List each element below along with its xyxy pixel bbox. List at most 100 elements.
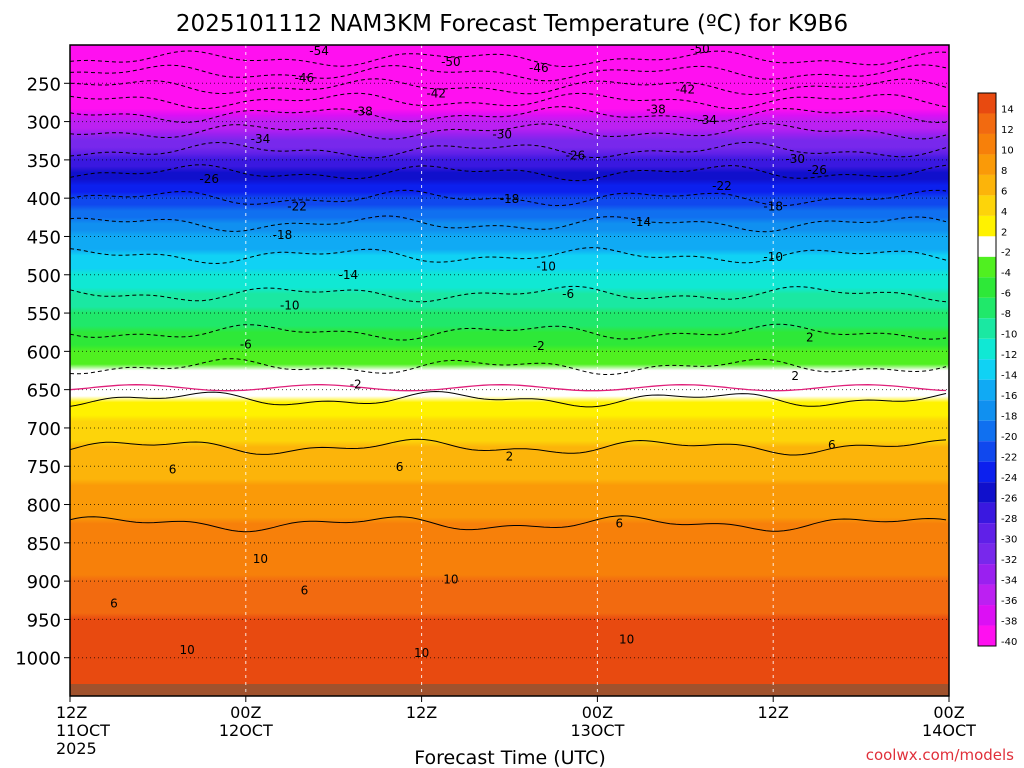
grid-lines	[70, 45, 949, 696]
contour-label: -22	[287, 200, 307, 214]
contour-line	[70, 92, 947, 110]
y-tick-label: 350	[27, 151, 61, 172]
contour-label: 10	[414, 646, 429, 660]
colorbar-label: -34	[1001, 575, 1017, 586]
y-tick-label: 400	[27, 189, 61, 210]
x-tick-label-top: 12Z	[406, 703, 437, 722]
contour-line	[70, 78, 947, 96]
contour-label: -46	[529, 61, 549, 75]
contour-line	[70, 323, 947, 341]
colorbar-swatch	[978, 482, 996, 503]
y-tick-label: 900	[27, 572, 61, 593]
colorbar-label: 12	[1001, 125, 1014, 136]
contour-label: 2	[506, 449, 514, 463]
contour-label: -2	[350, 377, 362, 391]
contour-lines	[70, 50, 947, 533]
temperature-field	[70, 45, 949, 696]
contour-label: 6	[301, 583, 309, 597]
colorbar-swatch	[978, 195, 996, 216]
colorbar-swatch	[978, 441, 996, 462]
contour-line	[70, 215, 947, 233]
colorbar: 14 12 10 8 6 4 2 -2 -4 -6 -8 -10 -12 -14 -16 -18 -20 -22 -…	[977, 92, 1017, 648]
contour-labels: -54-50-50-46-46-42 -42-38 -38-34-34-30-30-…	[110, 44, 835, 660]
colorbar-swatch	[978, 543, 996, 565]
colorbar-swatch	[978, 154, 996, 175]
colorbar-label: -16	[1001, 391, 1017, 402]
contour-label: -42	[675, 82, 695, 96]
colorbar-label: -18	[1001, 412, 1017, 423]
contour-label: 10	[180, 643, 195, 657]
contour-line	[70, 247, 947, 265]
contour-label: -14	[632, 215, 652, 229]
contour-line	[70, 106, 947, 124]
colorbar-label: -20	[1001, 432, 1017, 443]
colorbar-label: 6	[1001, 186, 1007, 197]
colorbar-swatch	[978, 133, 996, 155]
colorbar-label: -2	[1001, 248, 1011, 259]
contour-label: -42	[426, 86, 446, 100]
x-tick-label-top: 12Z	[56, 703, 87, 722]
colorbar-swatch	[978, 461, 996, 483]
y-tick-label: 950	[27, 610, 61, 631]
x-tick-label-middle: 14OCT	[922, 721, 976, 740]
contour-label: -30	[492, 128, 512, 142]
y-tick-label: 1000	[15, 649, 61, 670]
colorbar-label: -28	[1001, 514, 1017, 525]
contour-line	[70, 358, 947, 375]
x-tick-label-top: 00Z	[230, 703, 261, 722]
chart-title: 2025101112 NAM3KM Forecast Temperature (…	[176, 11, 848, 37]
y-tick-label: 650	[27, 381, 61, 402]
contour-label: -10	[536, 259, 556, 273]
plot-area: -54-50-50-46-46-42 -42-38 -38-34-34-30-30-…	[70, 44, 949, 696]
y-tick-label: 250	[27, 74, 61, 95]
colorbar-swatch	[978, 338, 996, 360]
colorbar-label: -30	[1001, 534, 1017, 545]
contour-label: -6	[562, 287, 574, 301]
contour-label: 10	[619, 632, 634, 646]
colorbar-label: -6	[1001, 289, 1011, 300]
contour-label: -26	[566, 148, 586, 162]
x-tick-label-bottom: 2025	[56, 739, 97, 758]
contour-label: -34	[697, 113, 717, 127]
colorbar-label: -8	[1001, 309, 1011, 320]
contour-label: -34	[251, 132, 271, 146]
contour-line	[70, 390, 947, 408]
colorbar-label: -24	[1001, 473, 1017, 484]
contour-label: -54	[309, 44, 329, 58]
y-tick-label: 600	[27, 342, 61, 363]
colorbar-label: -4	[1001, 268, 1011, 279]
colorbar-swatch	[978, 523, 996, 544]
contour-line	[70, 189, 947, 207]
contour-label: 6	[169, 462, 177, 476]
contour-line	[70, 141, 947, 159]
y-tick-label: 300	[27, 113, 61, 134]
colorbar-frame	[977, 92, 997, 647]
colorbar-swatch	[978, 420, 996, 442]
colorbar-label: 10	[1001, 145, 1014, 156]
x-tick-label-middle: 12OCT	[219, 721, 273, 740]
colorbar-swatch	[978, 113, 996, 134]
colorbar-label: -12	[1001, 350, 1017, 361]
colorbar-swatch	[978, 277, 996, 298]
colorbar-swatch	[978, 93, 996, 114]
contour-line	[70, 515, 947, 533]
contour-label: -2	[533, 339, 545, 353]
x-tick-label-top: 00Z	[582, 703, 613, 722]
contour-label: -38	[646, 102, 666, 116]
contour-label: 10	[253, 552, 268, 566]
colorbar-swatch	[978, 502, 996, 524]
contour-line	[70, 122, 947, 140]
colorbar-swatch	[978, 256, 996, 278]
freezing-line	[70, 384, 947, 392]
y-axis-ticks: 250 300 350 400 450 500 550 600 650 700 750 800 850 9…	[15, 74, 70, 670]
y-tick-label: 700	[27, 419, 61, 440]
contour-label: -26	[807, 163, 827, 177]
contour-label: -18	[273, 228, 293, 242]
y-tick-label: 800	[27, 496, 61, 517]
contour-label: 6	[396, 460, 404, 474]
contour-label: -50	[441, 55, 461, 69]
colorbar-label: -38	[1001, 616, 1017, 627]
colorbar-swatch	[978, 605, 996, 626]
